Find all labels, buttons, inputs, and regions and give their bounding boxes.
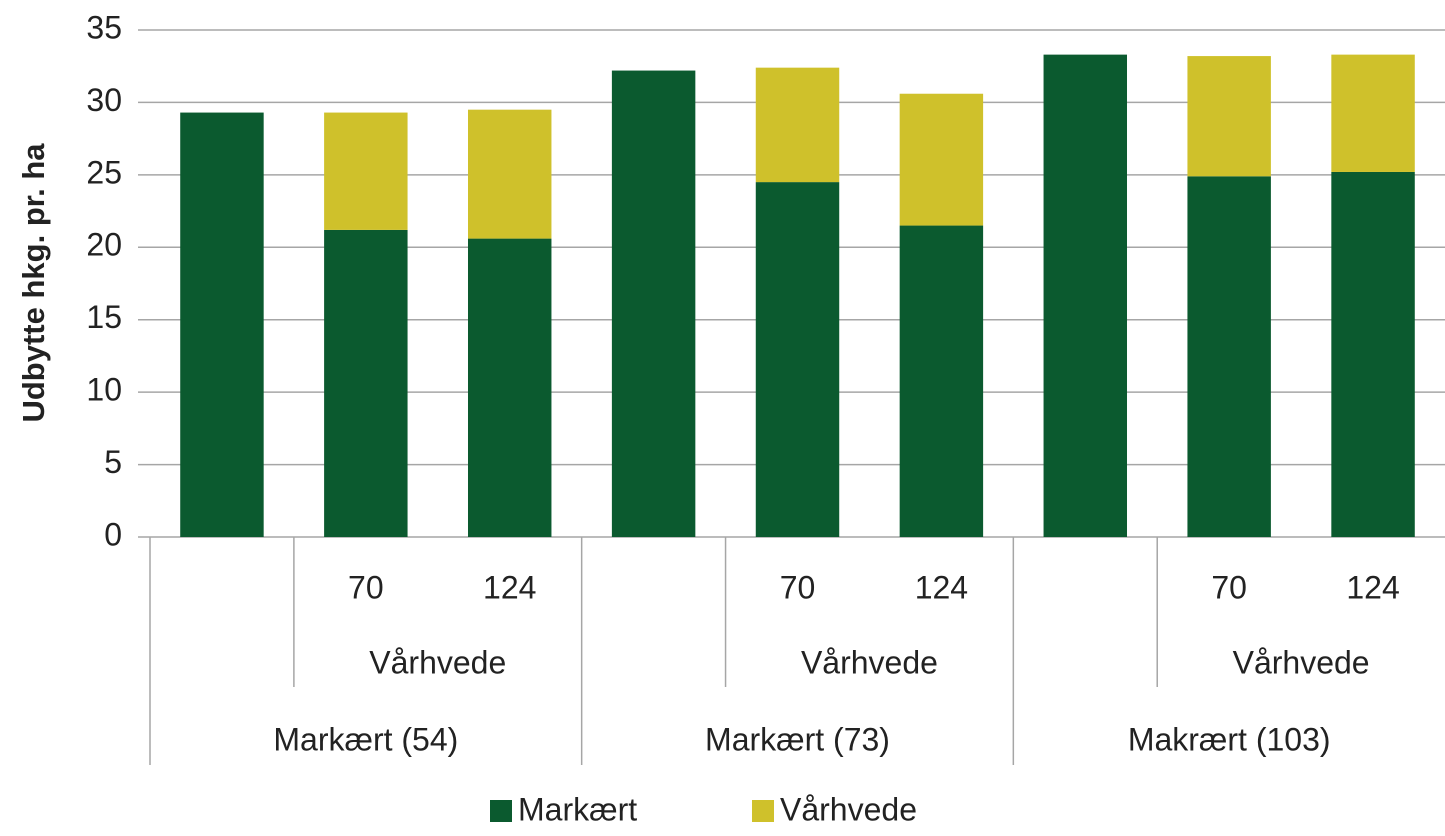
bar-segment — [899, 225, 984, 538]
legend-label: Vårhvede — [780, 791, 917, 827]
bar-segment — [1043, 54, 1128, 538]
x-tick-label: 124 — [483, 569, 536, 605]
groups-label: Markært (54) — [273, 721, 458, 757]
subgroups-label: Vårhvede — [801, 644, 938, 680]
y-tick-label: 15 — [86, 299, 122, 335]
bar-segment — [1187, 176, 1271, 537]
y-tick-label: 20 — [86, 227, 122, 263]
bar-segment — [899, 93, 984, 226]
y-axis-label: Udbytte hkg. pr. ha — [16, 143, 51, 423]
groups-label: Makrært (103) — [1128, 721, 1331, 757]
y-tick-label: 30 — [86, 82, 122, 118]
y-tick-label: 0 — [104, 516, 122, 552]
bar-segment — [1187, 56, 1271, 177]
legend-swatch — [752, 800, 774, 822]
y-tick-label: 5 — [104, 444, 122, 480]
bar-segment — [467, 109, 552, 239]
y-tick-label: 35 — [86, 9, 122, 45]
groups-label: Markært (73) — [705, 721, 890, 757]
x-tick-label: 70 — [348, 569, 384, 605]
x-tick-label: 124 — [915, 569, 968, 605]
bar-segment — [1331, 171, 1415, 537]
bar-segment — [324, 229, 408, 537]
bar-segment — [611, 70, 696, 537]
x-tick-label: 70 — [780, 569, 816, 605]
legend-swatch — [490, 800, 512, 822]
legend-label: Markært — [518, 791, 637, 827]
x-tick-label: 70 — [1211, 569, 1247, 605]
x-tick-label: 124 — [1346, 569, 1399, 605]
bar-segment — [1331, 54, 1415, 172]
y-tick-label: 25 — [86, 154, 122, 190]
bar-segment — [180, 112, 264, 537]
bar-segment — [467, 238, 552, 537]
subgroups-label: Vårhvede — [1233, 644, 1370, 680]
bar-segment — [324, 112, 408, 230]
bar-segment — [755, 182, 840, 537]
subgroups-label: Vårhvede — [369, 644, 506, 680]
bar-segment — [755, 67, 840, 183]
y-tick-label: 10 — [86, 372, 122, 408]
